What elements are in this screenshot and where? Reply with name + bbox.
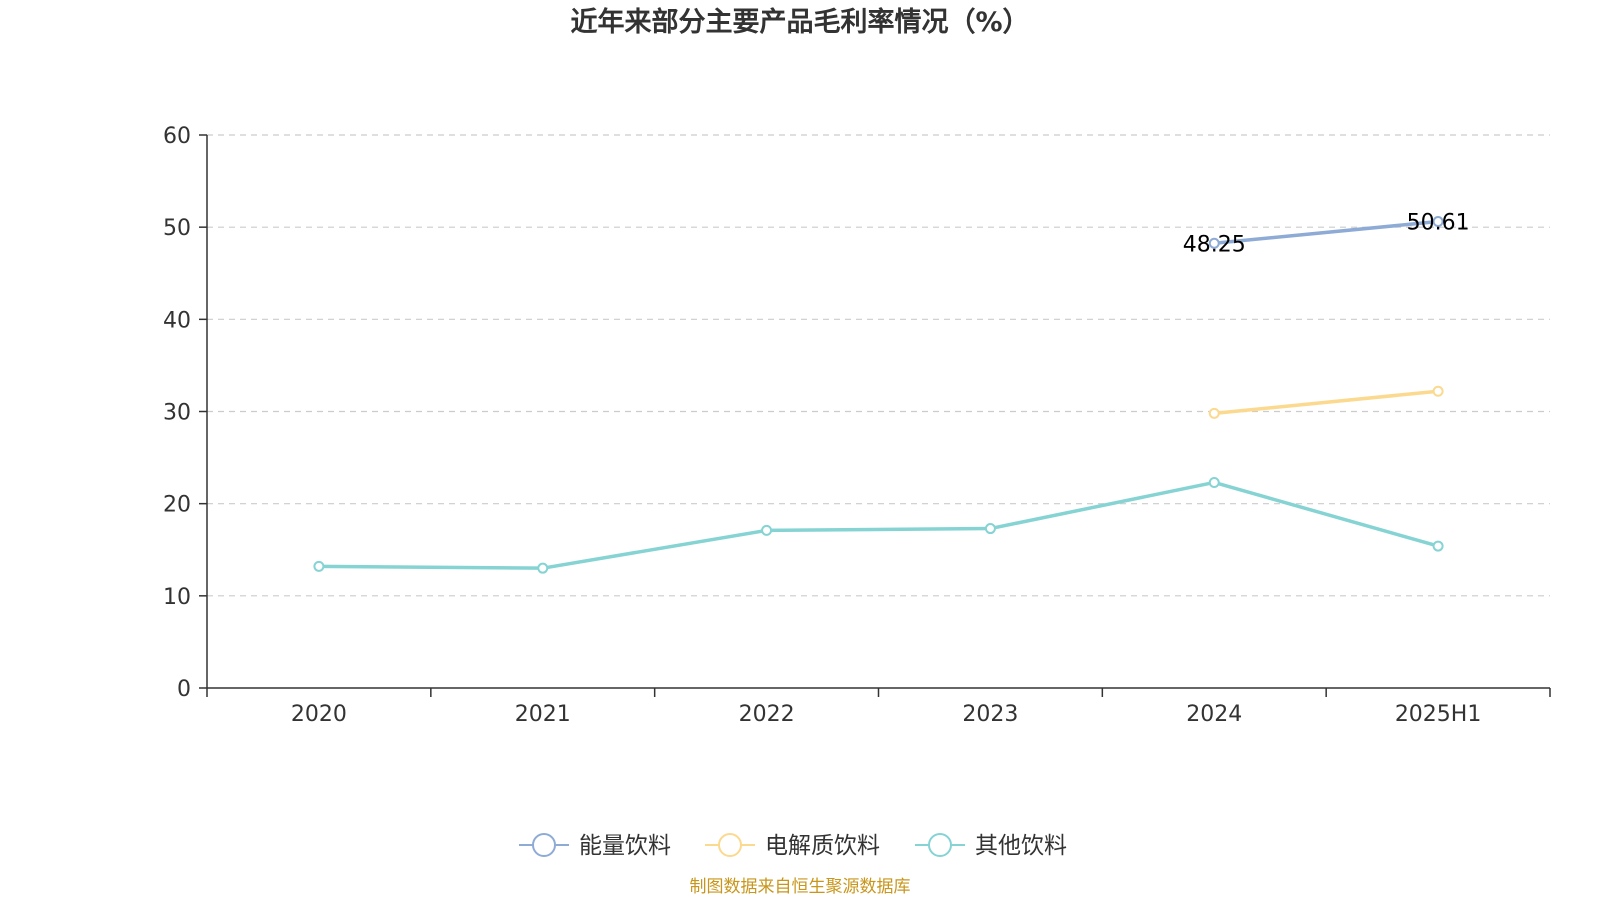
y-tick-label: 10 bbox=[163, 585, 191, 610]
y-tick-label: 30 bbox=[163, 401, 191, 426]
x-tick-label: 2022 bbox=[739, 702, 795, 727]
legend-item[interactable]: 其他饮料 bbox=[915, 833, 1067, 859]
data-point[interactable] bbox=[1208, 476, 1220, 488]
y-tick-label: 50 bbox=[163, 216, 191, 241]
x-tick-label: 2020 bbox=[291, 702, 347, 727]
data-label-layer: 48.25 50.61 bbox=[1183, 211, 1470, 258]
legend-label: 电解质饮料 bbox=[765, 833, 880, 859]
data-point[interactable] bbox=[984, 523, 996, 535]
axis-layer: 0 10 20 30 40 50 60 2020 2021 2022 2023 2024 2025H1 bbox=[163, 124, 1551, 727]
legend[interactable]: 能量饮料 电解质饮料 其他饮料 bbox=[519, 833, 1067, 859]
data-point[interactable] bbox=[1432, 216, 1444, 228]
legend-circle-icon bbox=[532, 833, 556, 857]
data-point[interactable] bbox=[1432, 540, 1444, 552]
legend-label: 能量饮料 bbox=[579, 833, 671, 859]
x-tick-label: 2023 bbox=[962, 702, 1018, 727]
legend-item[interactable]: 能量饮料 bbox=[519, 833, 671, 859]
data-point[interactable] bbox=[537, 562, 549, 574]
data-point[interactable] bbox=[313, 560, 325, 572]
source-note: 制图数据来自恒生聚源数据库 bbox=[690, 877, 911, 897]
legend-circle-icon bbox=[718, 833, 742, 857]
x-tick-label: 2025H1 bbox=[1395, 702, 1482, 727]
legend-circle-icon bbox=[928, 833, 952, 857]
data-point[interactable] bbox=[1432, 385, 1444, 397]
y-tick-label: 60 bbox=[163, 124, 191, 149]
data-label: 48.25 bbox=[1183, 232, 1246, 257]
legend-item[interactable]: 电解质饮料 bbox=[705, 833, 880, 859]
data-point[interactable] bbox=[1208, 407, 1220, 419]
series-line bbox=[318, 480, 1439, 570]
x-tick-label: 2024 bbox=[1186, 702, 1242, 727]
legend-label: 其他饮料 bbox=[975, 833, 1067, 859]
series-line bbox=[1214, 389, 1439, 416]
y-tick-label: 40 bbox=[163, 308, 191, 333]
chart-title: 近年来部分主要产品毛利率情况（%） bbox=[570, 6, 1029, 38]
x-tick-label: 2021 bbox=[515, 702, 571, 727]
data-point[interactable] bbox=[761, 524, 773, 536]
y-tick-label: 0 bbox=[177, 677, 191, 702]
y-tick-label: 20 bbox=[163, 493, 191, 518]
series-layer bbox=[313, 216, 1444, 574]
data-label: 50.61 bbox=[1407, 211, 1470, 236]
series-line bbox=[1214, 219, 1439, 246]
data-point[interactable] bbox=[1208, 237, 1220, 249]
grid-layer bbox=[207, 134, 1550, 597]
